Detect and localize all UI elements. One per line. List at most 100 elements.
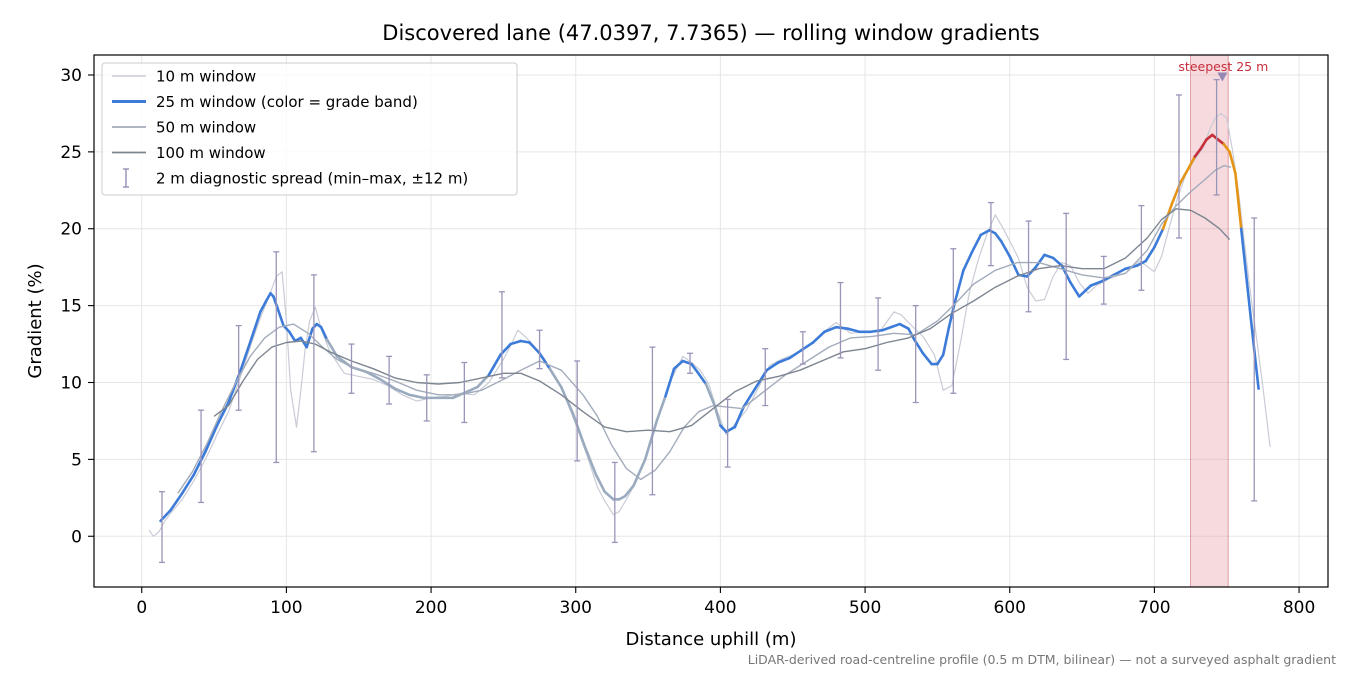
y-tick-label: 15 xyxy=(60,297,82,317)
series-segment-25m xyxy=(319,325,329,341)
series-segment-25m xyxy=(548,367,563,389)
diagnostic-errorbar xyxy=(912,304,919,404)
diagnostic-errorbar xyxy=(687,352,694,374)
legend-swatch-spread xyxy=(123,168,129,188)
series-segment-25m xyxy=(1245,281,1255,338)
diagnostic-errorbar xyxy=(498,291,505,379)
series-segment-25m xyxy=(1112,267,1127,277)
series-line-100m xyxy=(213,208,1231,433)
legend-label-25m: 25 m window (color = grade band) xyxy=(156,93,418,111)
series-segment-25m xyxy=(999,239,1012,258)
annotation-layer: steepest 25 m xyxy=(1178,59,1268,82)
legend-label-10m: 10 m window xyxy=(156,68,256,86)
series-segment-25m xyxy=(487,353,502,377)
series-segment-25m xyxy=(1239,227,1249,284)
series-segment-25m xyxy=(408,393,426,400)
diagnostic-errorbar xyxy=(1213,78,1220,196)
series-segment-25m xyxy=(204,424,219,453)
x-tick-label: 0 xyxy=(136,598,147,618)
series-segment-25m xyxy=(583,444,598,477)
diagnostic-errorbar xyxy=(950,248,957,394)
diagnostic-errorbar xyxy=(310,274,317,453)
series-segment-25m xyxy=(1222,142,1231,154)
y-tick-label: 20 xyxy=(60,220,82,240)
series-segment-25m xyxy=(509,339,523,346)
series-segment-25m xyxy=(538,351,551,370)
series-segment-25m xyxy=(1193,147,1202,158)
diagnostic-errorbar xyxy=(762,348,769,407)
diagnostic-errorbar xyxy=(799,331,806,365)
y-tick-label: 30 xyxy=(60,66,82,86)
x-tick-label: 500 xyxy=(849,598,881,618)
x-axis-label: Distance uphill (m) xyxy=(626,629,797,650)
series-segment-25m xyxy=(664,367,676,398)
series-segment-25m xyxy=(238,336,253,374)
steepest-peak-marker xyxy=(1217,72,1228,82)
series-segment-25m xyxy=(690,362,699,374)
y-tick-label: 25 xyxy=(60,143,82,163)
series-segment-25m xyxy=(695,370,708,386)
diagnostic-errorbar xyxy=(348,343,355,394)
diagnostic-errorbar xyxy=(1138,205,1145,291)
diagnostic-errorbar xyxy=(649,346,656,496)
series-segment-25m xyxy=(1187,155,1197,169)
series-segment-25m xyxy=(953,268,965,304)
series-segment-25m xyxy=(1089,279,1104,287)
diagnostic-errorbar xyxy=(158,491,165,564)
x-tick-label: 100 xyxy=(270,598,302,618)
series-segment-25m xyxy=(379,378,397,390)
series-segment-25m xyxy=(1008,255,1020,277)
x-tick-label: 400 xyxy=(704,598,736,618)
chart-footnote: LiDAR-derived road-centreline profile (0… xyxy=(748,652,1336,667)
diagnostic-errorbar xyxy=(1175,94,1182,239)
series-segment-25m xyxy=(1234,172,1243,231)
series-segment-25m xyxy=(276,307,285,327)
series-segment-25m xyxy=(1051,256,1064,267)
diagnostic-spread-layer xyxy=(158,78,1258,564)
y-tick-label: 0 xyxy=(71,527,82,547)
series-segment-25m xyxy=(1144,245,1156,263)
series-segment-25m xyxy=(776,356,792,364)
diagnostic-errorbar xyxy=(1063,212,1070,361)
steepest-label: steepest 25 m xyxy=(1178,59,1268,74)
series-segment-25m xyxy=(603,490,615,501)
diagnostic-errorbar xyxy=(536,329,543,370)
x-tick-label: 300 xyxy=(560,598,592,618)
diagnostic-errorbar xyxy=(1251,217,1258,502)
series-segment-25m xyxy=(823,325,838,334)
series-segment-25m xyxy=(889,322,902,329)
series-segment-25m xyxy=(559,385,575,415)
series-segment-25m xyxy=(305,327,314,349)
steepest-span-layer xyxy=(1190,54,1229,588)
series-segment-25m xyxy=(941,325,951,357)
diagnostic-errorbar xyxy=(198,409,205,504)
series-segment-25m xyxy=(1199,138,1208,151)
series-segment-25m xyxy=(519,339,531,344)
series-segment-25m xyxy=(287,330,297,343)
steepest-span-band xyxy=(1190,54,1229,588)
diagnostic-errorbar xyxy=(423,374,430,422)
series-segment-25m xyxy=(594,473,606,493)
diagnostic-errorbar xyxy=(875,297,882,371)
series-segment-25m xyxy=(936,353,945,366)
legend-label-spread: 2 m diagnostic spread (min–max, ±12 m) xyxy=(156,170,468,188)
diagnostic-errorbar xyxy=(987,201,994,267)
series-segment-25m xyxy=(765,361,780,372)
series-segment-25m xyxy=(192,450,207,477)
legend-label-100m: 100 m window xyxy=(156,144,266,162)
diagnostic-errorbar xyxy=(461,361,468,424)
diagnostic-errorbar xyxy=(235,324,242,411)
series-segment-25m xyxy=(180,473,196,495)
series-segment-25m xyxy=(719,424,728,434)
y-axis-label: Gradient (%) xyxy=(25,263,46,378)
series-segment-25m xyxy=(393,387,411,397)
plot-frame xyxy=(93,54,1329,588)
diagnostic-errorbar xyxy=(1025,220,1032,313)
y-tick-label: 10 xyxy=(60,374,82,394)
legend-frame xyxy=(101,62,518,196)
series-segment-25m xyxy=(272,295,280,310)
series-segment-25m xyxy=(259,299,268,314)
series-layer xyxy=(148,112,1271,537)
series-segment-25m xyxy=(250,310,262,340)
series-segment-25m xyxy=(869,328,884,334)
